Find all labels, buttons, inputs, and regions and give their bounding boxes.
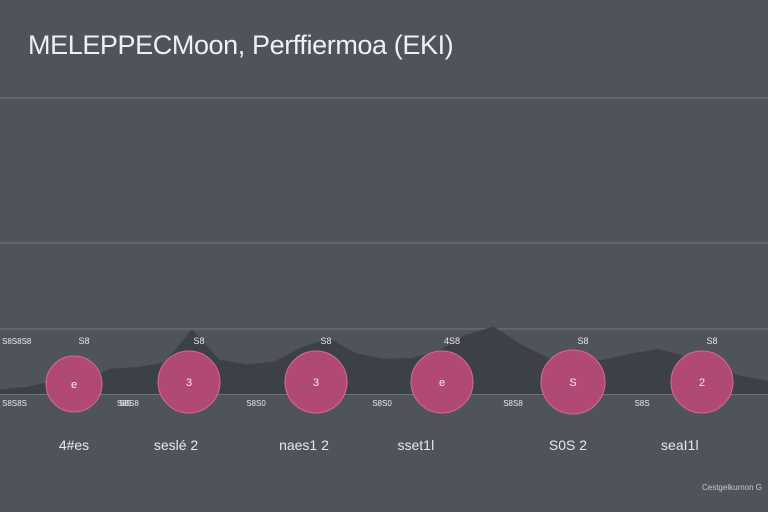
top-data-label: S8 [577, 336, 588, 346]
bubble-point [284, 350, 348, 414]
bubble-value-label: 2 [699, 377, 705, 389]
bubble-value-label: e [71, 379, 77, 391]
bubble-point [45, 355, 103, 413]
x-axis-tick-label: S0S 2 [549, 437, 587, 453]
bubble-value-label: e [439, 377, 445, 389]
x-axis-tick-labels: 4#es seslé 2 naes1 2 sset1ǀ S0S 2 seaI1ǀ [59, 437, 699, 453]
x-axis-tick-label: 4#es [59, 437, 89, 453]
area-shape [0, 326, 768, 394]
top-data-label: S8 [706, 336, 717, 346]
bottom-data-label: S8S8 [503, 399, 523, 408]
bubble-point [410, 350, 474, 414]
left-top-label: S8S8S8 [2, 337, 32, 346]
bubble-point [540, 349, 606, 415]
area-series [0, 326, 768, 394]
footer-note: Cestgelkurnon G [701, 483, 762, 492]
chart-title: MELEPPECMoon, Perffiermoa (EKI) [28, 30, 454, 60]
x-axis-tick-label: naes1 2 [279, 437, 329, 453]
bubble-series: e 3 3 e S 2 [45, 349, 734, 415]
top-data-label: 4S8 [444, 336, 460, 346]
x-axis-tick-label: seaI1ǀ [661, 437, 699, 453]
top-data-label: S8 [320, 336, 331, 346]
top-data-label: S8 [78, 336, 89, 346]
gridlines [0, 97, 768, 395]
top-data-label: S8 [193, 336, 204, 346]
bottom-data-label: S85 [117, 399, 132, 408]
bottom-data-label: S8S [634, 399, 649, 408]
x-axis-tick-label: sset1ǀ [397, 437, 434, 453]
left-bottom-label: S8S8S [2, 399, 27, 408]
bubble-value-label: 3 [313, 377, 319, 389]
bottom-data-label: S8S8 [119, 399, 139, 408]
bottom-data-label: S8S0 [372, 399, 392, 408]
bottom-data-label: S8S0 [246, 399, 266, 408]
bubble-point [670, 350, 734, 414]
bubble-point [157, 350, 221, 414]
bubble-value-label: 3 [186, 377, 192, 389]
x-axis-tick-label: seslé 2 [154, 437, 199, 453]
bubble-value-label: S [569, 377, 576, 389]
